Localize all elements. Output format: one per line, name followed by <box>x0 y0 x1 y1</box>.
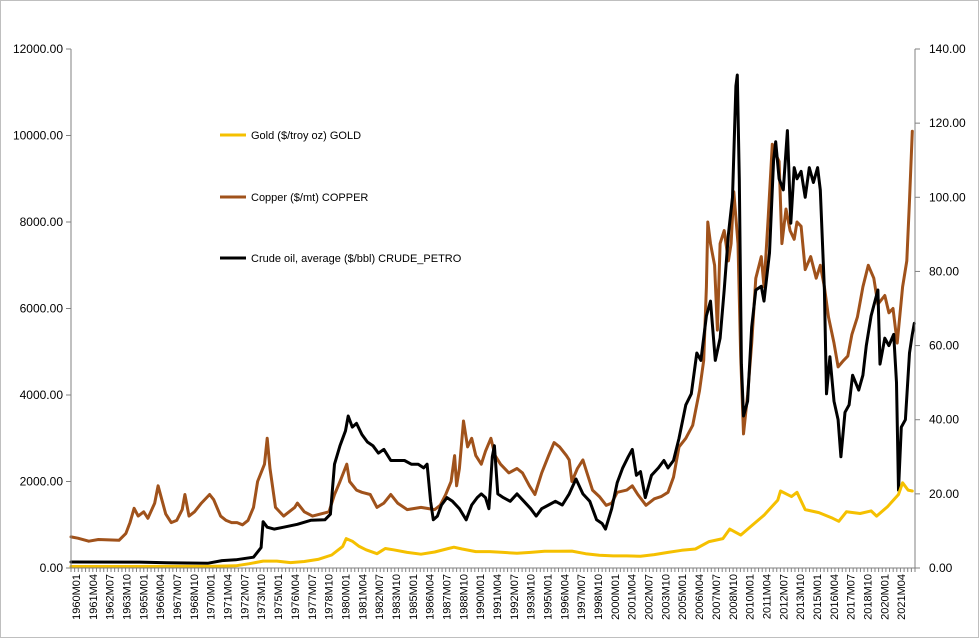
x-tick-label: 1970M01 <box>206 574 218 620</box>
x-tick-label: 1991M04 <box>492 574 504 620</box>
left-tick-label: 10000.00 <box>13 129 63 143</box>
x-tick-label: 1996M04 <box>559 574 571 620</box>
x-tick-label: 1992M07 <box>509 574 521 620</box>
x-tick-label: 1983M10 <box>391 574 403 620</box>
x-tick-label: 2016M04 <box>829 574 841 620</box>
x-tick-label: 2017M07 <box>846 574 858 620</box>
x-tick-label: 2005M01 <box>677 574 689 620</box>
x-tick-label: 1965M01 <box>138 574 150 620</box>
x-tick-label: 1972M07 <box>239 574 251 620</box>
right-axis-tick-labels: 0.00 20.00 40.00 60.00 80.00 100.00 120.00 140.… <box>929 42 966 575</box>
x-tick-label: 1998M10 <box>593 574 605 620</box>
x-tick-label: 2008M10 <box>728 574 740 620</box>
x-tick-label: 2006M04 <box>694 574 706 620</box>
axes <box>66 48 920 572</box>
x-tick-label: 1978M10 <box>324 574 336 620</box>
x-tick-label: 1963M10 <box>122 574 134 620</box>
x-tick-label: 1973M10 <box>256 574 268 620</box>
x-tick-label: 1977M07 <box>307 574 319 620</box>
x-tick-label: 2020M01 <box>879 574 891 620</box>
left-tick-label: 0.00 <box>40 561 64 575</box>
left-tick-label: 4000.00 <box>20 388 64 402</box>
right-tick-label: 20.00 <box>929 487 959 501</box>
left-tick-label: 2000.00 <box>20 475 64 489</box>
x-tick-label: 2001M04 <box>627 574 639 620</box>
series-lines <box>69 73 916 568</box>
x-axis-tick-labels: 1960M01 1961M04 1962M07 1963M10 1965M01 1966M… <box>71 574 908 620</box>
right-tick-label: 120.00 <box>929 116 966 130</box>
right-tick-label: 140.00 <box>929 42 966 56</box>
legend-label-2: Crude oil, average ($/bbl) CRUDE_PETRO <box>251 253 462 265</box>
left-axis-tick-labels: 0.00 2000.00 4000.00 6000.00 8000.00 10000.00… <box>13 42 63 575</box>
series-line-0 <box>69 481 914 568</box>
x-tick-label: 1990M01 <box>475 574 487 620</box>
x-tick-label: 1997M07 <box>576 574 588 620</box>
left-tick-label: 6000.00 <box>20 302 64 316</box>
x-tick-label: 1971M04 <box>223 574 235 620</box>
x-tick-label: 1995M01 <box>543 574 555 620</box>
legend-label-1: Copper ($/mt) COPPER <box>251 192 368 204</box>
right-tick-label: 100.00 <box>929 190 966 204</box>
x-tick-label: 1980M01 <box>340 574 352 620</box>
x-tick-label: 1960M01 <box>71 574 83 620</box>
x-tick-label: 1966M04 <box>155 574 167 620</box>
x-tick-label: 1982M07 <box>374 574 386 620</box>
x-tick-label: 1981M04 <box>357 574 369 620</box>
x-tick-label: 1993M10 <box>526 574 538 620</box>
right-tick-label: 40.00 <box>929 413 959 427</box>
x-tick-label: 1961M04 <box>88 574 100 620</box>
x-tick-label: 2018M10 <box>863 574 875 620</box>
x-tick-label: 1962M07 <box>105 574 117 620</box>
x-tick-label: 1968M10 <box>189 574 201 620</box>
series-line-2 <box>69 73 916 565</box>
x-tick-label: 2002M07 <box>644 574 656 620</box>
x-tick-label: 1986M04 <box>425 574 437 620</box>
x-tick-label: 2010M01 <box>745 574 757 620</box>
legend: Gold ($/troy oz) GOLD Copper ($/mt) COPPE… <box>220 130 462 265</box>
left-tick-label: 12000.00 <box>13 42 63 56</box>
series-line-1 <box>69 129 914 543</box>
x-tick-label: 1985M01 <box>408 574 420 620</box>
x-tick-label: 1975M01 <box>273 574 285 620</box>
x-tick-label: 1987M07 <box>442 574 454 620</box>
x-tick-label: 1976M04 <box>290 574 302 620</box>
x-tick-label: 2000M01 <box>610 574 622 620</box>
x-tick-label: 2015M01 <box>812 574 824 620</box>
x-tick-label: 2021M04 <box>896 574 908 620</box>
x-tick-label: 1988M10 <box>458 574 470 620</box>
x-tick-label: 2013M10 <box>795 574 807 620</box>
legend-label-0: Gold ($/troy oz) GOLD <box>251 130 361 142</box>
right-tick-label: 0.00 <box>929 561 953 575</box>
right-tick-label: 60.00 <box>929 339 959 353</box>
right-tick-label: 80.00 <box>929 264 959 278</box>
x-tick-label: 1967M07 <box>172 574 184 620</box>
x-tick-label: 2007M07 <box>711 574 723 620</box>
left-tick-label: 8000.00 <box>20 215 64 229</box>
x-tick-label: 2012M07 <box>778 574 790 620</box>
x-tick-label: 2003M10 <box>660 574 672 620</box>
x-tick-label: 2011M04 <box>761 574 773 619</box>
